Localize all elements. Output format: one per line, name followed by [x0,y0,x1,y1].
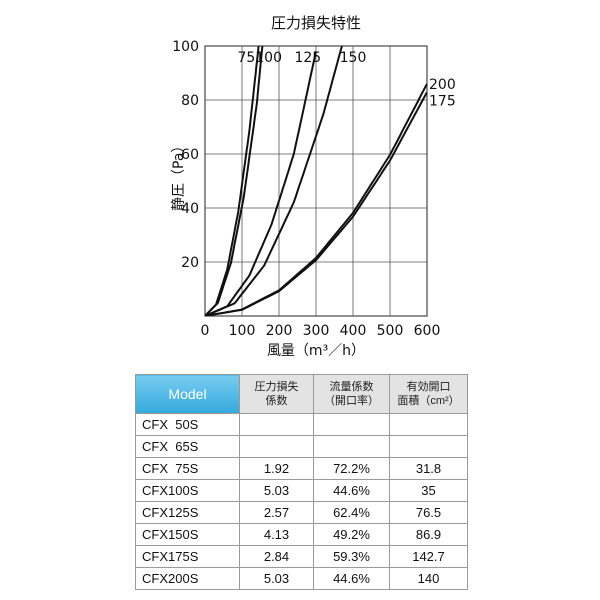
table-cell: 1.92 [239,457,314,480]
table-cell: 5.03 [239,479,314,502]
table-cell: 49.2% [313,523,390,546]
y-tick-label: 40 [181,201,199,217]
series-line-100 [205,46,264,316]
table-cell: 2.57 [239,501,314,524]
table-row: CFX200S 5.03 44.6% 140 [135,567,468,590]
table-cell: 140 [389,567,468,590]
series-label-75: 75 [238,50,256,66]
x-tick-label: 600 [414,323,441,339]
table-row: CFX 50S [135,413,468,436]
series-line-75 [205,46,260,316]
table-header-row: Model 圧力損失 係数 流量係数 （開口率） 有効開口 面積（cm²） [135,374,468,414]
table-row: CFX100S 5.03 44.6% 35 [135,479,468,502]
y-tick-label: 100 [172,39,199,55]
header-model: Model [135,374,240,414]
y-axis-label: 静圧（Pa） [171,138,187,211]
table-row: CFX125S 2.57 62.4% 76.5 [135,501,468,524]
table-cell [389,413,468,436]
table-cell: 35 [389,479,468,502]
series-line-200 [205,83,427,316]
table-cell: 31.8 [389,457,468,480]
table-cell [239,435,314,458]
x-axis-label: 風量（m³／h） [266,343,366,359]
model-cell: CFX 50S [135,413,240,436]
x-tick-label: 400 [340,323,367,339]
table-cell: 76.5 [389,501,468,524]
series-label-150: 150 [340,50,367,66]
table-cell: 142.7 [389,545,468,568]
series-label-175: 175 [429,93,456,109]
model-cell: CFX 65S [135,435,240,458]
y-tick-label: 60 [181,147,199,163]
table-cell: 2.84 [239,545,314,568]
model-cell: CFX175S [135,545,240,568]
table-cell [313,413,390,436]
table-cell [239,413,314,436]
y-tick-label: 20 [181,255,199,271]
series-line-150 [205,46,343,316]
model-cell: CFX200S [135,567,240,590]
model-cell: CFX150S [135,523,240,546]
x-tick-label: 100 [229,323,256,339]
x-tick-label: 500 [377,323,404,339]
table-cell [313,435,390,458]
model-cell: CFX125S [135,501,240,524]
table-cell [389,435,468,458]
series-label-200: 200 [429,77,456,93]
x-tick-label: 200 [266,323,293,339]
x-tick-label: 300 [303,323,330,339]
table-row: CFX 75S 1.92 72.2% 31.8 [135,457,468,480]
table-cell: 44.6% [313,479,390,502]
model-cell: CFX 75S [135,457,240,480]
series-label-100: 100 [255,50,282,66]
header-flow-coefficient: 流量係数 （開口率） [313,374,390,414]
table-cell: 59.3% [313,545,390,568]
table-cell: 44.6% [313,567,390,590]
header-pressure-loss-coefficient: 圧力損失 係数 [239,374,314,414]
table-cell: 86.9 [389,523,468,546]
table-cell: 5.03 [239,567,314,590]
model-cell: CFX100S [135,479,240,502]
table-row: CFX175S 2.84 59.3% 142.7 [135,545,468,568]
chart-title: 圧力損失特性 [270,14,361,32]
series-label-125: 125 [294,50,321,66]
spec-table: Model 圧力損失 係数 流量係数 （開口率） 有効開口 面積（cm²） CFX 5… [135,374,468,590]
table-cell: 62.4% [313,501,390,524]
header-effective-opening-area: 有効開口 面積（cm²） [389,374,468,414]
x-tick-label: 0 [201,323,210,339]
table-cell: 4.13 [239,523,314,546]
table-row: CFX 65S [135,435,468,458]
table-row: CFX150S 4.13 49.2% 86.9 [135,523,468,546]
y-tick-label: 80 [181,93,199,109]
table-cell: 72.2% [313,457,390,480]
